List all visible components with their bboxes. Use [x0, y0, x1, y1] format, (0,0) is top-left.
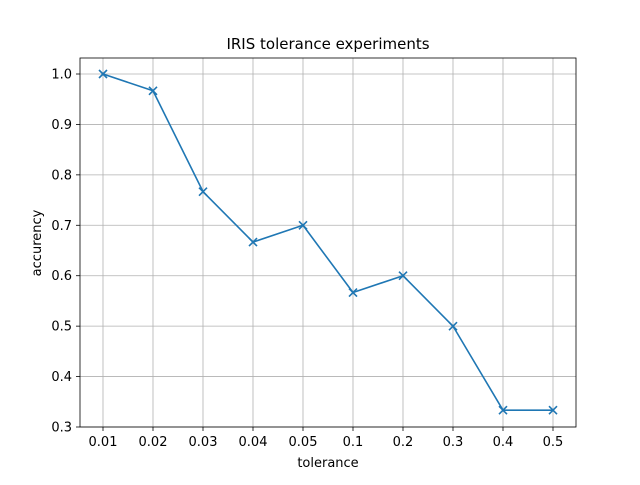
tick-labels: 0.01 0.02 0.03 0.04 0.05 0.1 0.2 0.3 0.4 0.5 0.3 0.… [51, 68, 563, 451]
x-tick-label: 0.5 [543, 435, 564, 450]
data-point-marker [548, 405, 558, 415]
x-tick-label: 0.1 [343, 435, 364, 450]
y-tick-label: 0.5 [51, 320, 72, 335]
x-tick-label: 0.01 [89, 435, 118, 450]
data-point-marker [348, 287, 358, 298]
y-tick-label: 0.7 [51, 219, 72, 234]
x-tick-label: 0.04 [239, 435, 268, 450]
plot-frame [79, 57, 577, 428]
y-tick-label: 0.3 [51, 421, 72, 436]
x-axis-label: tolerance [297, 456, 358, 471]
y-tick-label: 0.9 [51, 118, 72, 133]
data-point-marker [98, 69, 108, 79]
chart-title: IRIS tolerance experiments [226, 35, 429, 53]
x-tick-label: 0.4 [493, 435, 514, 450]
series-line [102, 73, 553, 412]
x-tick-label: 0.2 [393, 435, 414, 450]
data-point-marker [148, 86, 158, 96]
x-tick-label: 0.05 [289, 435, 318, 450]
x-tick-label: 0.03 [189, 435, 218, 450]
data-point-marker [298, 220, 308, 230]
y-tick-label: 0.4 [51, 370, 72, 385]
data-point-marker [448, 321, 458, 331]
y-tick-label: 1.0 [51, 68, 72, 83]
data-point-marker [498, 405, 508, 415]
data-point-marker [398, 271, 408, 281]
series-layer [98, 69, 558, 415]
data-point-marker [198, 187, 208, 197]
y-axis-label: accurency [30, 209, 45, 276]
y-tick-label: 0.8 [51, 168, 72, 183]
x-tick-label: 0.3 [443, 435, 464, 450]
data-point-marker [248, 237, 258, 247]
axes [76, 57, 577, 431]
x-tick-label: 0.02 [139, 435, 168, 450]
y-tick-label: 0.6 [51, 269, 72, 284]
